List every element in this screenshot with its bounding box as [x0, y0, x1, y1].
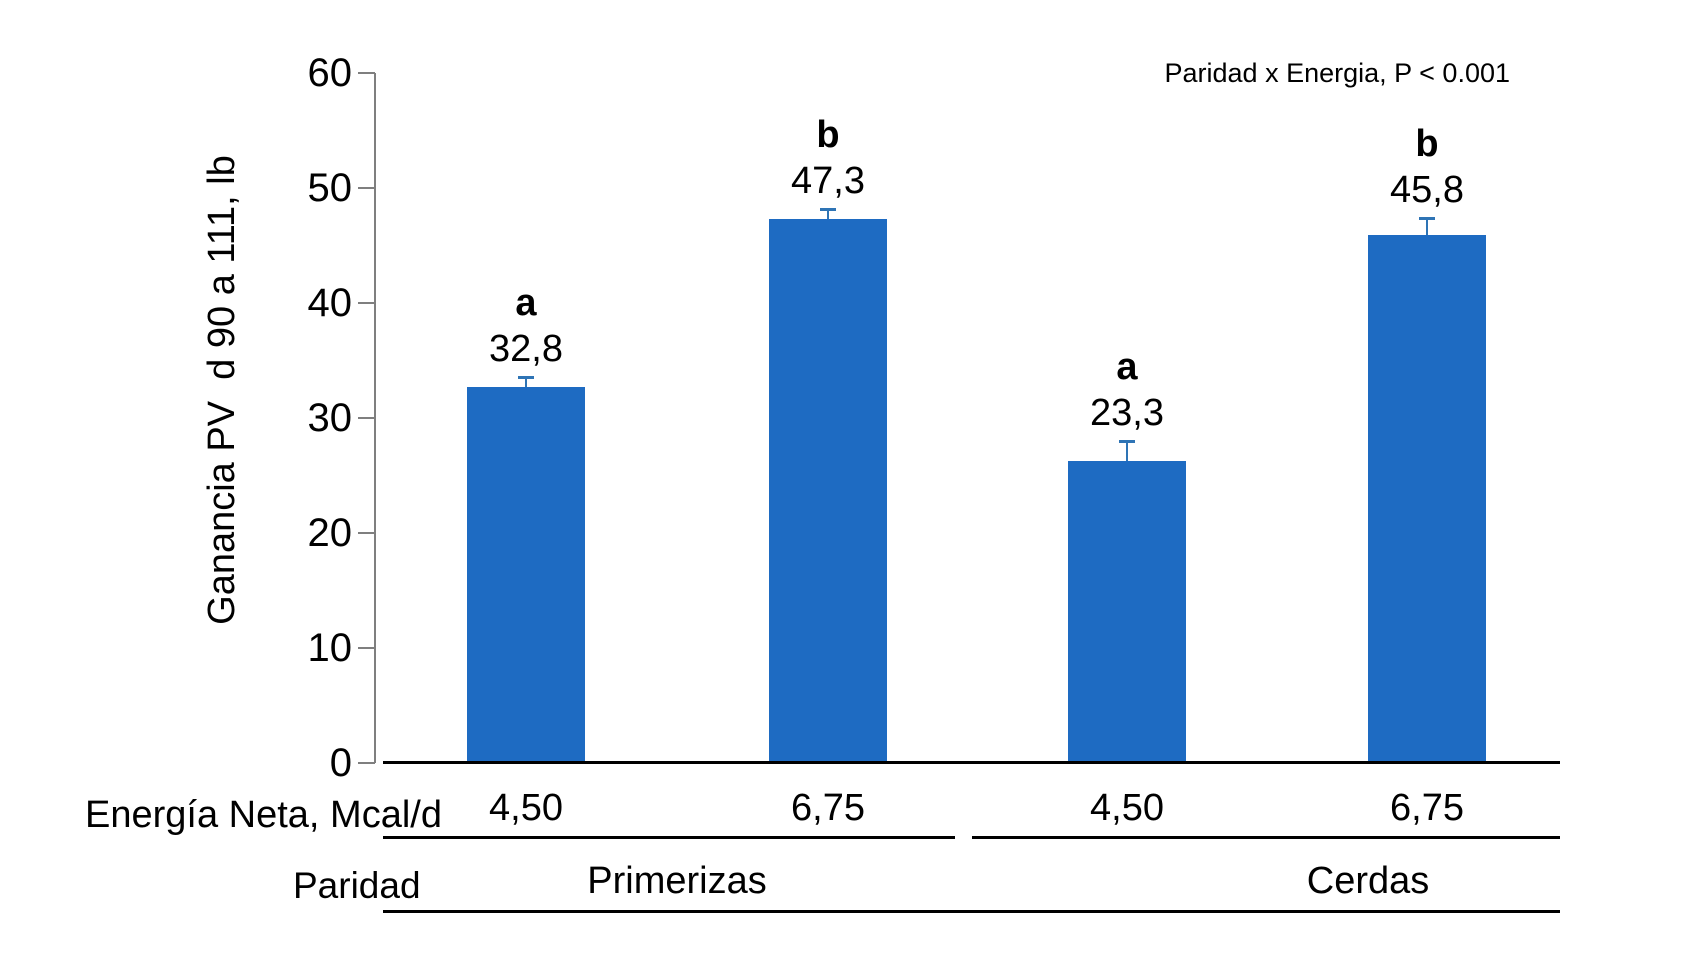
bar-value-label: 45,8 — [1390, 168, 1464, 211]
x-tick-label: 6,75 — [791, 787, 865, 829]
energy-underline-primerizas — [383, 836, 955, 839]
error-bar-stem — [525, 376, 527, 387]
y-tick-mark — [358, 647, 375, 649]
energy-row-label: Energía Neta, Mcal/d — [85, 794, 442, 836]
significance-letter: a — [515, 281, 537, 324]
parity-underline — [383, 910, 1560, 913]
y-tick-mark — [358, 187, 375, 189]
significance-letter: b — [1415, 122, 1439, 165]
pvalue-annotation: Paridad x Energia, P < 0.001 — [1164, 58, 1511, 88]
error-bar-cap — [1119, 440, 1135, 443]
x-tick-label: 4,50 — [489, 787, 563, 829]
error-bar-stem — [1426, 217, 1428, 236]
y-tick-label: 30 — [307, 396, 353, 440]
group-label-cerdas: Cerdas — [1306, 860, 1430, 902]
y-tick-label: 10 — [307, 626, 353, 670]
bar — [1068, 460, 1186, 763]
error-bar-cap — [1419, 216, 1435, 220]
y-tick-label: 20 — [307, 511, 353, 555]
error-bar-cap — [820, 207, 836, 211]
y-tick-mark — [358, 762, 375, 764]
y-tick-mark — [358, 532, 375, 534]
x-axis-baseline — [383, 761, 1560, 764]
y-tick-mark — [358, 302, 375, 304]
error-bar-stem — [1126, 441, 1128, 461]
group-label-primerizas: Primerizas — [587, 860, 767, 902]
bar — [1368, 235, 1486, 763]
x-tick-label: 6,75 — [1390, 787, 1464, 829]
bar-value-label: 23,3 — [1090, 392, 1164, 434]
y-tick-label: 0 — [329, 741, 352, 785]
bar-value-label: 32,8 — [489, 327, 563, 370]
bar-value-label: 47,3 — [791, 159, 865, 202]
y-tick-mark — [358, 417, 375, 419]
bar — [467, 386, 585, 763]
y-tick-label: 50 — [307, 166, 353, 210]
significance-letter: b — [816, 113, 840, 156]
parity-row-label: Paridad — [293, 865, 421, 906]
error-bar-stem — [827, 208, 829, 220]
y-tick-label: 40 — [307, 281, 353, 325]
x-tick-label: 4,50 — [1090, 787, 1164, 829]
error-bar-cap — [518, 375, 534, 379]
energy-underline-cerdas — [972, 836, 1560, 839]
y-tick-mark — [358, 72, 375, 74]
y-axis-line — [374, 73, 376, 763]
significance-letter: a — [1116, 346, 1138, 388]
bar — [769, 219, 887, 763]
y-tick-label: 60 — [307, 51, 353, 95]
